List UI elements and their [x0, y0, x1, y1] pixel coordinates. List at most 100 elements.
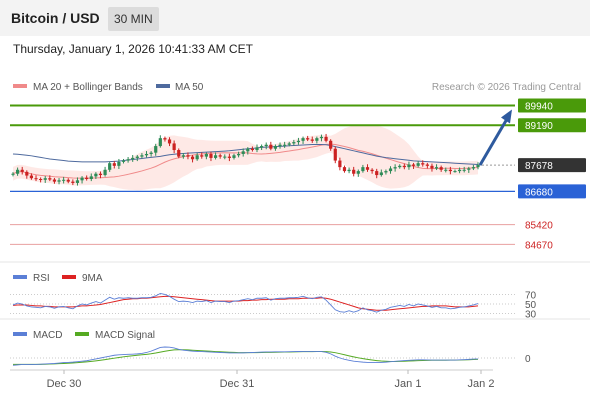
level-tag-89940 — [518, 98, 586, 113]
candle-body — [172, 143, 176, 151]
candle-body — [112, 163, 116, 166]
candle-body — [361, 167, 365, 172]
candle-body — [283, 144, 287, 146]
candle-body — [356, 171, 360, 174]
candle-body — [89, 176, 93, 179]
candle-body — [20, 169, 24, 172]
macd-legend-label: MACD — [33, 330, 62, 341]
candle-body — [306, 138, 310, 140]
level-label-85420: 85420 — [525, 221, 553, 232]
candle-body — [158, 138, 162, 147]
level-tag-89190 — [518, 118, 586, 133]
macd-panel: 0 — [10, 346, 531, 366]
candle-body — [347, 169, 351, 172]
candle-body — [75, 180, 80, 183]
candle-body — [379, 172, 383, 176]
last-price-tag — [518, 158, 586, 173]
candle-body — [25, 171, 29, 176]
candle-body — [246, 148, 250, 152]
candle-body — [370, 169, 374, 172]
main-legend: MA 20 + Bollinger Bands MA 50 — [13, 82, 204, 93]
candle-body — [39, 179, 43, 180]
candle-body — [62, 179, 66, 181]
bb-legend-swatch — [13, 84, 27, 88]
candle-body — [430, 165, 434, 169]
macd-signal-legend-swatch — [75, 332, 89, 336]
candle-body — [333, 148, 337, 161]
candle-body — [462, 169, 466, 171]
candle-body — [476, 165, 480, 168]
macd-line — [12, 346, 479, 366]
copyright-text: Research © 2026 Trading Central — [432, 82, 581, 93]
macd-legend-swatch — [13, 332, 27, 336]
candle-body — [296, 140, 301, 143]
chart-header: Bitcoin / USD 30 MIN — [0, 0, 590, 36]
candle-body — [108, 163, 112, 170]
candle-body — [140, 155, 144, 157]
ma50-legend-swatch — [156, 84, 170, 88]
candle-body — [200, 155, 204, 157]
candle-body — [260, 146, 264, 148]
bb-legend-label: MA 20 + Bollinger Bands — [33, 82, 143, 93]
candle-body — [329, 140, 333, 149]
candle-body — [144, 153, 149, 156]
level-tags: 89940 89190 87678 86680 85420 84670 — [518, 98, 586, 251]
last-price-label: 87678 — [525, 161, 553, 172]
candle-body — [416, 163, 420, 166]
candle-body — [213, 155, 218, 158]
candle-body — [85, 177, 89, 179]
timeframe-badge[interactable]: 30 MIN — [108, 7, 159, 31]
candle-body — [467, 168, 471, 170]
candle-body — [287, 143, 291, 145]
candle-body — [43, 178, 47, 180]
candle-body — [292, 142, 296, 144]
candle-body — [181, 155, 185, 157]
bollinger-band-fill — [13, 124, 478, 191]
candle-body — [269, 144, 273, 149]
arrow-shaft — [478, 114, 511, 166]
rsi-legend-label: RSI — [33, 273, 50, 284]
candle-body — [16, 169, 20, 174]
candle-body — [398, 165, 402, 168]
candle-body — [190, 156, 195, 160]
candle-body — [121, 160, 126, 162]
candle-body — [103, 169, 107, 176]
candle-body — [11, 173, 15, 175]
candle-body — [66, 179, 70, 182]
macd-signal-line — [13, 349, 479, 365]
candle-body — [273, 146, 278, 149]
candle-body — [301, 138, 305, 141]
bollinger-band-area — [13, 124, 478, 191]
projection-arrow — [478, 109, 512, 166]
ma50-line — [12, 143, 479, 166]
candle-body — [34, 178, 38, 180]
candle-body — [149, 152, 153, 154]
x-tick-label: Jan 2 — [468, 378, 495, 390]
price-levels — [10, 104, 515, 245]
candle-body — [71, 181, 75, 183]
rsi-line — [12, 292, 479, 313]
candle-body — [402, 165, 406, 168]
level-label-89940: 89940 — [525, 101, 553, 112]
candle-body — [195, 155, 199, 160]
candle-body — [232, 155, 236, 158]
candle-body — [131, 157, 135, 160]
candle-body — [315, 138, 319, 141]
rsi-legend: RSI 9MA — [13, 273, 103, 284]
candle-body — [135, 156, 139, 158]
candle-body — [407, 164, 411, 168]
rsi-ma9-line — [12, 295, 479, 311]
rsi-legend-swatch — [13, 275, 27, 279]
candle-body — [204, 153, 208, 157]
candle-body — [80, 177, 84, 181]
candle-body — [457, 169, 462, 172]
candlesticks — [11, 133, 480, 186]
candle-body — [448, 169, 452, 172]
candle-body — [98, 173, 103, 176]
candle-body — [393, 167, 397, 169]
level-tag-86680 — [518, 184, 586, 199]
candle-body — [338, 160, 342, 168]
macd-signal-legend-label: MACD Signal — [95, 330, 155, 341]
candle-body — [278, 144, 282, 147]
instrument-title: Bitcoin / USD — [11, 10, 100, 26]
